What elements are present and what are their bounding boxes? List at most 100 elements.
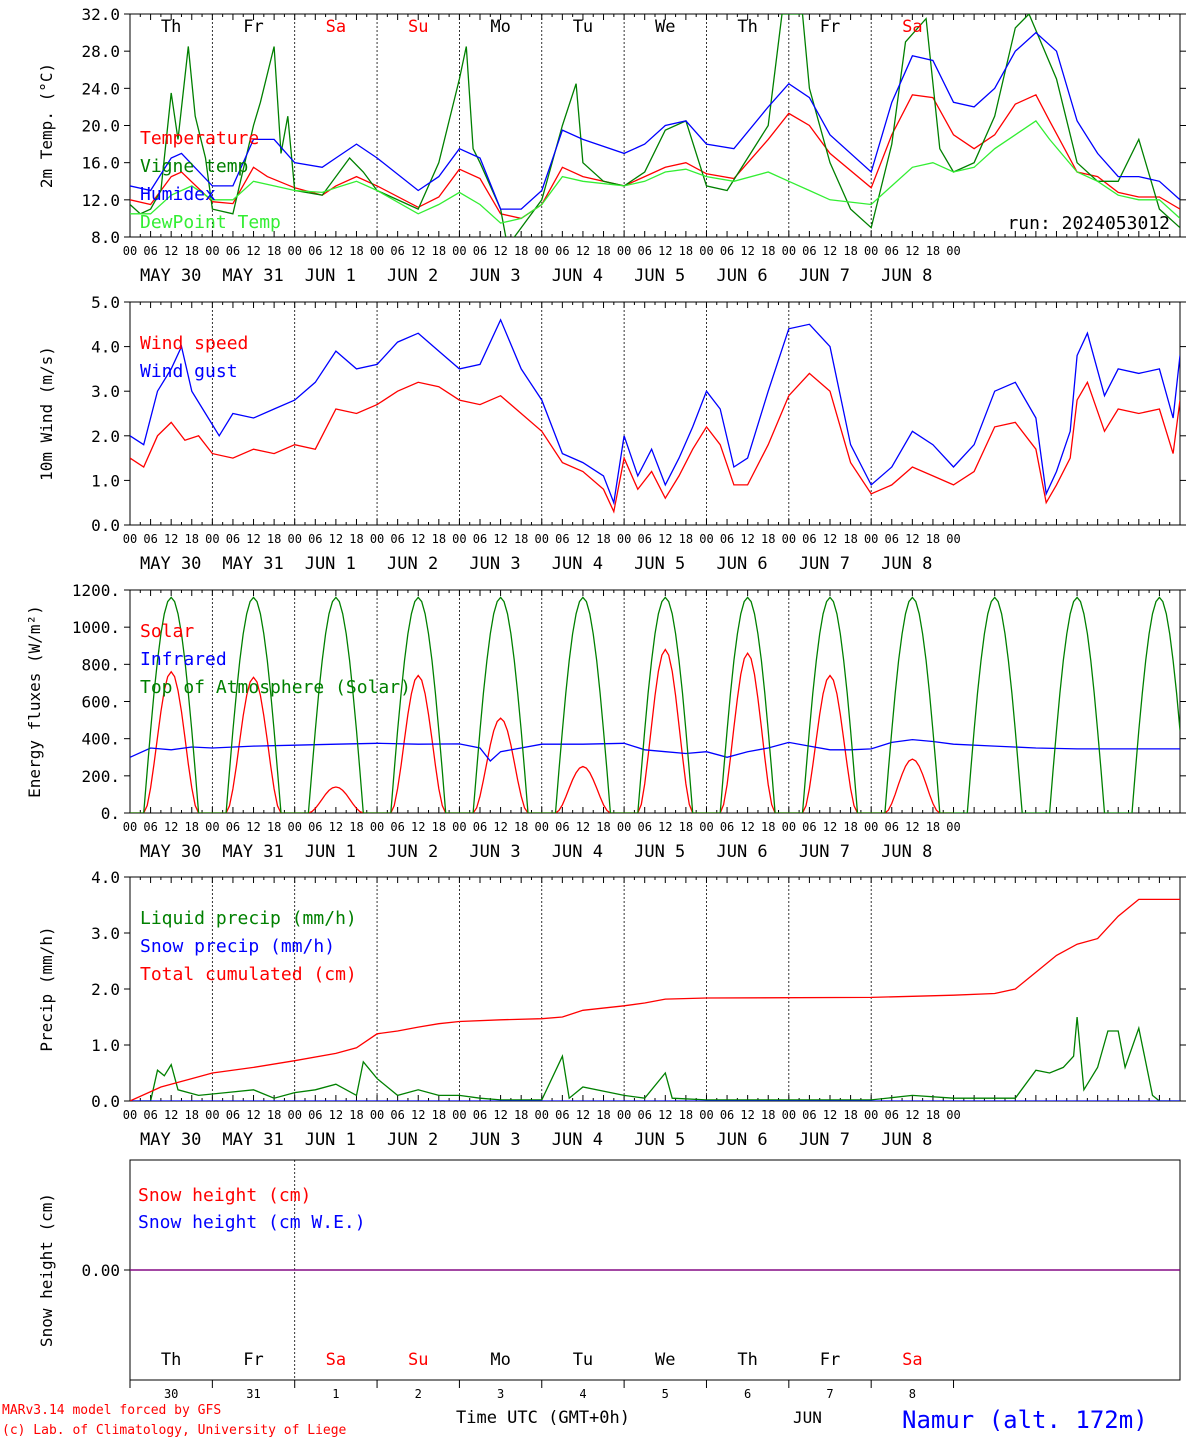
- date-label: JUN 4: [552, 842, 603, 862]
- hour-tick-label: 12: [411, 1108, 425, 1122]
- hour-tick-label: 12: [493, 820, 507, 834]
- hour-tick-label: 18: [514, 244, 528, 258]
- date-label: JUN 8: [881, 842, 932, 862]
- day-name: Th: [161, 17, 181, 37]
- hour-tick-label: 06: [802, 532, 816, 546]
- date-label: JUN 3: [469, 842, 520, 862]
- hour-tick-label: 06: [885, 1108, 899, 1122]
- hour-tick-label: 06: [637, 820, 651, 834]
- hour-tick-label: 06: [473, 244, 487, 258]
- hour-tick-label: 18: [185, 532, 199, 546]
- date-label: JUN 1: [305, 554, 356, 574]
- hour-tick-label: 00: [452, 820, 466, 834]
- legend-entry: Wind gust: [140, 361, 238, 382]
- hour-tick-label: 06: [555, 1108, 569, 1122]
- y-tick-label: 3.0: [91, 924, 120, 943]
- hour-tick-label: 12: [493, 1108, 507, 1122]
- legend-entry: Snow precip (mm/h): [140, 936, 335, 957]
- hour-tick-label: 00: [617, 244, 631, 258]
- date-label: JUN 2: [387, 1130, 438, 1150]
- y-tick-label: 12.0: [81, 191, 120, 210]
- series-line-wind-speed: [130, 372, 1180, 514]
- day-name: Tu: [573, 1350, 593, 1370]
- hour-tick-label: 00: [864, 820, 878, 834]
- date-label: JUN 3: [469, 1130, 520, 1150]
- date-label: JUN 4: [552, 554, 603, 574]
- month-label: JUN: [793, 1408, 822, 1427]
- hour-tick-label: 18: [926, 1108, 940, 1122]
- day-number: 2: [415, 1387, 422, 1401]
- hour-tick-label: 00: [946, 1108, 960, 1122]
- legend-entry: Temperature: [140, 128, 259, 149]
- y-tick-label: 1200.: [72, 581, 120, 600]
- hour-tick-label: 00: [699, 244, 713, 258]
- hour-tick-label: 18: [679, 244, 693, 258]
- hour-tick-label: 00: [864, 532, 878, 546]
- hour-tick-label: 12: [164, 244, 178, 258]
- date-label: MAY 31: [222, 1130, 283, 1150]
- y-tick-label: 1000.: [72, 618, 120, 637]
- hour-tick-label: 00: [535, 532, 549, 546]
- hour-tick-label: 00: [123, 1108, 137, 1122]
- hour-tick-label: 18: [843, 244, 857, 258]
- hour-tick-label: 18: [185, 820, 199, 834]
- legend-entry: Snow height (cm W.E.): [138, 1212, 366, 1233]
- hour-tick-label: 12: [823, 532, 837, 546]
- hour-tick-label: 18: [349, 244, 363, 258]
- legend-entry: Humidex: [140, 184, 216, 205]
- hour-tick-label: 06: [802, 244, 816, 258]
- date-label: JUN 2: [387, 554, 438, 574]
- hour-tick-label: 18: [761, 1108, 775, 1122]
- hour-tick-label: 00: [452, 1108, 466, 1122]
- hour-tick-label: 00: [287, 532, 301, 546]
- hour-tick-label: 06: [308, 820, 322, 834]
- date-label: JUN 7: [799, 554, 850, 574]
- hour-tick-label: 06: [473, 1108, 487, 1122]
- hour-tick-label: 00: [287, 820, 301, 834]
- hour-tick-label: 18: [596, 532, 610, 546]
- day-name: Th: [737, 1350, 757, 1370]
- hour-tick-label: 18: [432, 1108, 446, 1122]
- hour-tick-label: 18: [514, 1108, 528, 1122]
- hour-tick-label: 12: [246, 244, 260, 258]
- hour-tick-label: 18: [185, 1108, 199, 1122]
- hour-tick-label: 00: [287, 244, 301, 258]
- hour-tick-label: 12: [411, 244, 425, 258]
- y-tick-label: 2.0: [91, 427, 120, 446]
- date-label: JUN 1: [305, 1130, 356, 1150]
- hour-tick-label: 18: [926, 244, 940, 258]
- day-number: 6: [744, 1387, 751, 1401]
- hour-tick-label: 00: [864, 1108, 878, 1122]
- legend-entry: Top of Atmosphere (Solar): [140, 677, 411, 698]
- hour-tick-label: 18: [761, 820, 775, 834]
- hour-tick-label: 18: [843, 532, 857, 546]
- date-label: JUN 5: [634, 842, 685, 862]
- hour-tick-label: 06: [390, 244, 404, 258]
- footer: MARv3.14 model forced by GFS (c) Lab. of…: [2, 1403, 1148, 1438]
- hour-tick-label: 12: [740, 1108, 754, 1122]
- hour-tick-label: 00: [946, 820, 960, 834]
- hour-tick-label: 18: [596, 244, 610, 258]
- hour-tick-label: 00: [205, 820, 219, 834]
- hour-tick-label: 00: [452, 244, 466, 258]
- day-number: 1: [332, 1387, 339, 1401]
- hour-tick-label: 12: [329, 1108, 343, 1122]
- hour-tick-label: 06: [720, 1108, 734, 1122]
- hour-tick-label: 06: [720, 532, 734, 546]
- hour-tick-label: 00: [699, 1108, 713, 1122]
- y-tick-label: 4.0: [91, 338, 120, 357]
- hour-tick-label: 12: [905, 820, 919, 834]
- hour-tick-label: 00: [452, 532, 466, 546]
- time-axis-title: Time UTC (GMT+0h): [456, 1408, 630, 1428]
- hour-tick-label: 12: [905, 1108, 919, 1122]
- day-name: Sa: [902, 1350, 922, 1370]
- hour-tick-label: 18: [349, 532, 363, 546]
- series-line-temperature: [130, 93, 1180, 220]
- hour-tick-label: 00: [864, 244, 878, 258]
- hour-tick-label: 18: [761, 244, 775, 258]
- hour-tick-label: 06: [143, 532, 157, 546]
- hour-tick-label: 00: [617, 820, 631, 834]
- day-number: 31: [246, 1387, 260, 1401]
- station-label: Namur (alt. 172m): [902, 1406, 1148, 1434]
